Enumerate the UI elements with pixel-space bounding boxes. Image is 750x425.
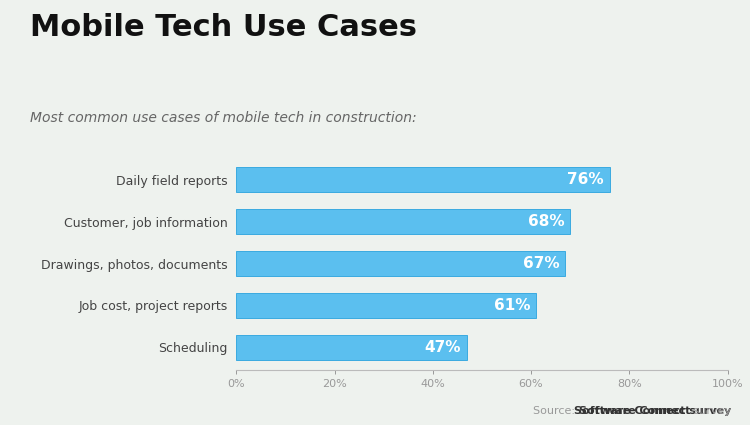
Text: 47%: 47% bbox=[424, 340, 461, 355]
Bar bbox=[236, 167, 610, 192]
Text: 61%: 61% bbox=[494, 298, 530, 313]
Text: Mobile Tech Use Cases: Mobile Tech Use Cases bbox=[30, 13, 417, 42]
Text: Software Connect: Software Connect bbox=[579, 405, 690, 416]
Text: Source:: Source: bbox=[533, 405, 579, 416]
Text: Software Connect survey: Software Connect survey bbox=[574, 405, 731, 416]
Text: 67%: 67% bbox=[523, 256, 560, 271]
Text: survey: survey bbox=[690, 405, 731, 416]
Bar bbox=[236, 209, 570, 234]
Text: 68%: 68% bbox=[528, 214, 565, 229]
Text: 76%: 76% bbox=[567, 172, 604, 187]
Text: Most common use cases of mobile tech in construction:: Most common use cases of mobile tech in … bbox=[30, 110, 417, 125]
Bar bbox=[236, 335, 467, 360]
Bar bbox=[236, 293, 536, 318]
Bar bbox=[236, 251, 566, 276]
